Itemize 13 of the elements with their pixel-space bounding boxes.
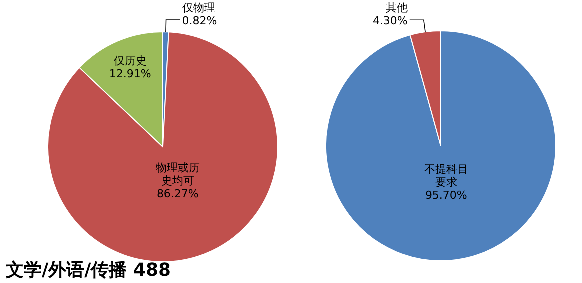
slice-label: 不提科目要求 [424, 162, 468, 189]
data-label: 0.82% [182, 14, 218, 28]
text: 文学/外语/传播 488 [5, 260, 171, 281]
pie-slice [326, 30, 556, 262]
slice-label: 物理或历史均可 [156, 161, 200, 188]
data-label: 86.27% [156, 187, 199, 200]
slice-label: 仅历史 [114, 54, 147, 68]
slice-label: 仅物理 [182, 2, 216, 15]
data-label: 12.91% [109, 67, 152, 80]
data-label: 95.70% [425, 188, 468, 202]
data-label: 4.30% [372, 14, 408, 28]
pie-slice [48, 32, 278, 262]
slice-label: 其他 [386, 2, 408, 15]
